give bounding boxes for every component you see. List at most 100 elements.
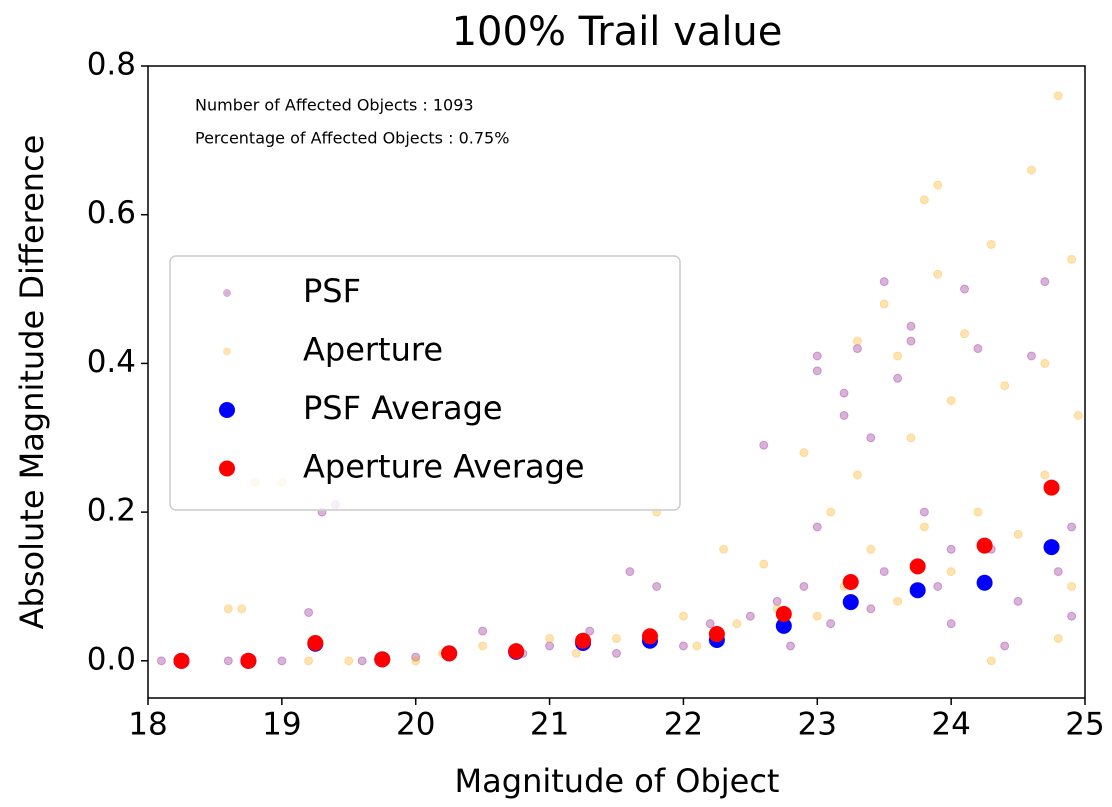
point [893, 373, 903, 383]
legend-marker [223, 289, 231, 297]
point [545, 634, 555, 644]
point [1026, 165, 1036, 175]
point [960, 329, 970, 339]
point [508, 643, 525, 660]
legend-label: Aperture Average [303, 448, 585, 486]
point [678, 641, 688, 651]
annotation: Number of Affected Objects : 1093 [195, 96, 474, 115]
point [1013, 529, 1023, 539]
x-tick-label: 19 [262, 707, 301, 743]
point [973, 507, 983, 517]
point [852, 344, 862, 354]
point [1000, 381, 1010, 391]
point [478, 626, 488, 636]
point [906, 336, 916, 346]
point [842, 594, 859, 611]
y-tick-label: 0.2 [87, 493, 136, 529]
point [906, 321, 916, 331]
point [1013, 596, 1023, 606]
point [879, 299, 889, 309]
point [919, 522, 929, 532]
point [919, 507, 929, 517]
point [933, 269, 943, 279]
chart-title: 100% Trail value [452, 9, 783, 55]
point [612, 648, 621, 658]
point [879, 277, 889, 287]
point [866, 544, 876, 554]
point [933, 581, 943, 591]
point [1053, 91, 1063, 101]
point [705, 619, 715, 629]
point [799, 581, 809, 591]
point [879, 567, 889, 577]
point [304, 656, 314, 666]
point [1040, 470, 1050, 480]
point [678, 611, 688, 621]
point [625, 567, 635, 577]
x-tick-label: 24 [931, 707, 970, 743]
point [812, 366, 822, 376]
point [759, 559, 769, 569]
point [976, 574, 993, 591]
point [946, 396, 956, 406]
point [812, 611, 822, 621]
legend-marker [219, 460, 235, 477]
point [1043, 479, 1060, 496]
point [973, 344, 983, 354]
point [852, 470, 862, 480]
point [575, 632, 592, 649]
point [304, 607, 314, 617]
point [1000, 641, 1010, 651]
point [909, 582, 926, 599]
point [909, 558, 926, 575]
point [237, 604, 247, 614]
y-tick-label: 0.0 [87, 641, 136, 677]
point [612, 634, 621, 644]
point [839, 388, 849, 398]
legend-label: Aperture [303, 331, 443, 369]
point [812, 351, 822, 361]
point [839, 410, 849, 420]
point [223, 656, 233, 666]
point [1040, 277, 1050, 287]
annotation: Percentage of Affected Objects : 0.75% [195, 129, 509, 148]
point [893, 351, 903, 361]
point [478, 641, 488, 651]
plot-frame [147, 65, 1086, 699]
point [919, 195, 929, 205]
y-tick-label: 0.6 [87, 195, 136, 231]
point [1043, 539, 1060, 556]
point [1053, 567, 1063, 577]
x-tick-label: 20 [396, 707, 435, 743]
point [799, 448, 809, 458]
y-tick-label: 0.4 [87, 344, 136, 380]
point [866, 433, 876, 443]
x-tick-label: 25 [1065, 707, 1104, 743]
point [357, 656, 367, 666]
point [441, 645, 458, 662]
point [307, 634, 324, 651]
point [156, 656, 166, 666]
point [893, 596, 903, 606]
point [946, 619, 956, 629]
point [775, 617, 792, 634]
point [826, 507, 836, 517]
point [946, 544, 956, 554]
x-tick-label: 18 [128, 707, 167, 743]
point [866, 604, 876, 614]
legend-label: PSF Average [303, 389, 503, 427]
point [641, 628, 658, 645]
legend-marker [223, 347, 231, 356]
point [976, 537, 993, 554]
point [786, 641, 796, 651]
point [812, 522, 822, 532]
point [240, 652, 257, 669]
legend-box [169, 255, 681, 511]
point [1067, 581, 1077, 591]
point [571, 648, 581, 658]
point [1067, 254, 1077, 264]
x-tick-label: 22 [664, 707, 703, 743]
point [344, 656, 354, 666]
point [411, 656, 421, 666]
